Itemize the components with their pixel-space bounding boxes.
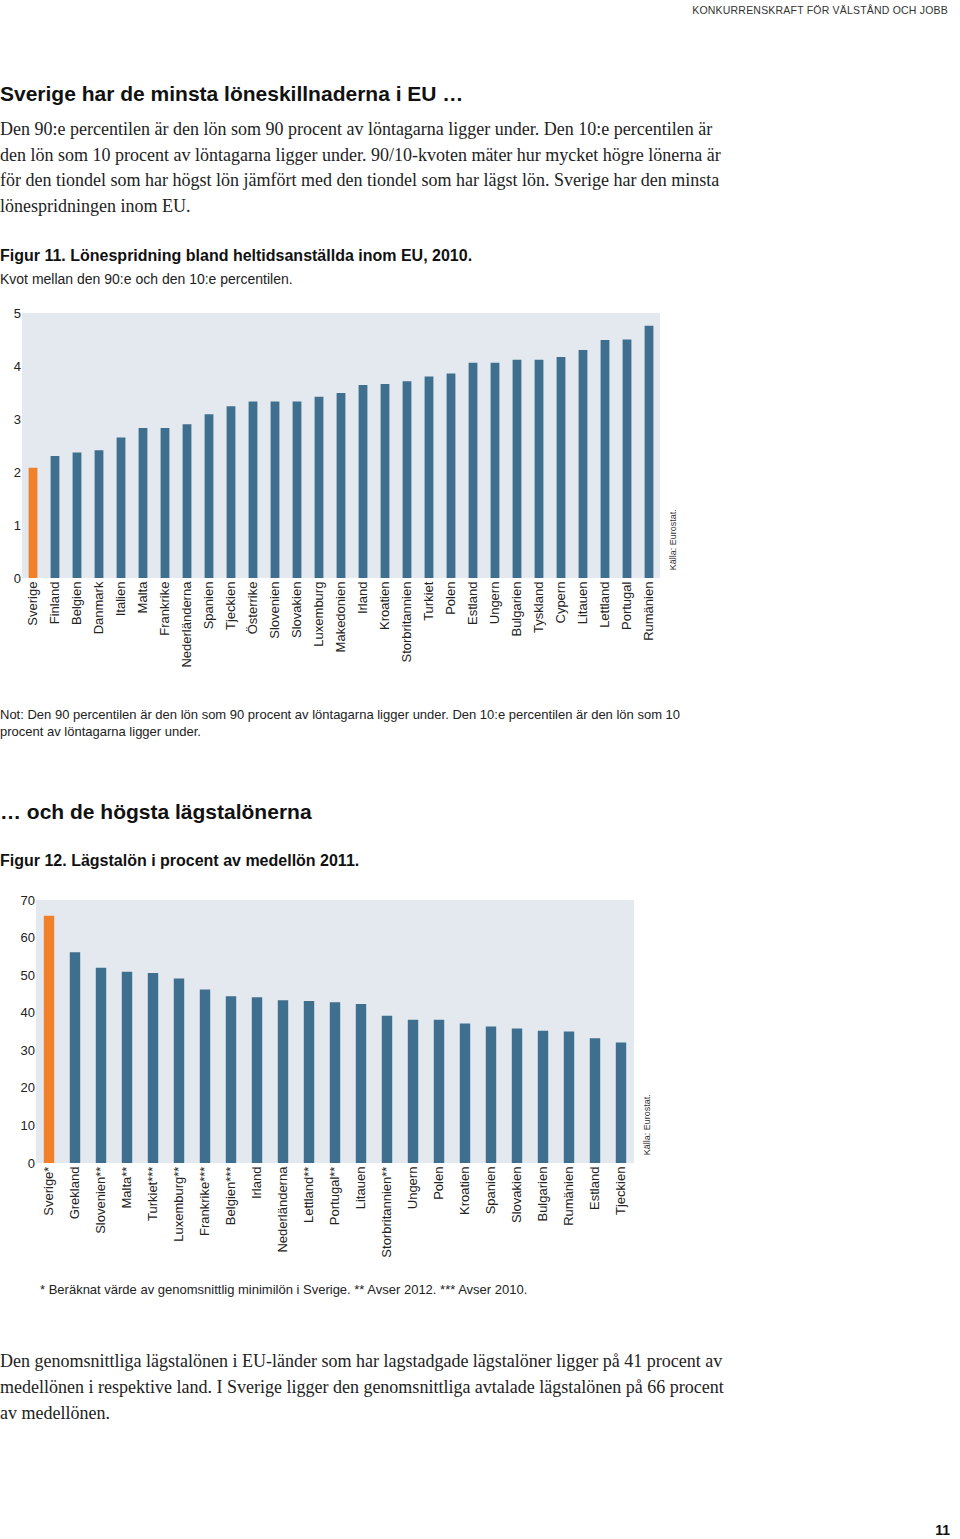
svg-text:Sverige: Sverige	[25, 582, 40, 626]
svg-text:Irland: Irland	[355, 582, 370, 615]
svg-text:Kroatien: Kroatien	[457, 1167, 472, 1215]
svg-text:Ungern: Ungern	[487, 582, 502, 625]
svg-text:Källa: Eurostat.: Källa: Eurostat.	[668, 509, 678, 570]
html-text:… och de högsta lägstalönerna: … och de högsta lägstalönerna	[0, 800, 312, 823]
svg-text:Tyskland: Tyskland	[531, 582, 546, 633]
html-text:Figur 12. Lägstalön i procent: Figur 12. Lägstalön i procent av medellö…	[0, 852, 360, 869]
svg-text:10: 10	[21, 1118, 35, 1133]
html-text:11: 11	[935, 1522, 950, 1538]
svg-text:Bulgarien: Bulgarien	[509, 582, 524, 637]
svg-text:Nederländerna: Nederländerna	[179, 581, 194, 668]
svg-text:Belgien***: Belgien***	[223, 1167, 238, 1226]
svg-text:Litauen: Litauen	[575, 582, 590, 625]
svg-text:60: 60	[21, 930, 35, 945]
svg-text:Portugal: Portugal	[619, 581, 634, 630]
svg-text:3: 3	[14, 412, 21, 427]
html-text:Sverige har de minsta löneskil: Sverige har de minsta löneskillnaderna i…	[0, 82, 464, 105]
svg-text:5: 5	[14, 306, 21, 321]
svg-text:1: 1	[14, 518, 21, 533]
svg-text:Slovakien: Slovakien	[289, 582, 304, 638]
html-text:Den genomsnittliga lägstalönen: Den genomsnittliga lägstalönen i EU-länd…	[0, 1351, 724, 1423]
svg-text:20: 20	[21, 1080, 35, 1095]
svg-text:Polen: Polen	[431, 1167, 446, 1200]
svg-text:Tjeckien: Tjeckien	[223, 582, 238, 630]
svg-text:4: 4	[14, 359, 21, 374]
svg-text:Sverige*: Sverige*	[41, 1167, 56, 1216]
svg-text:Slovenien: Slovenien	[267, 582, 282, 639]
svg-text:Estland: Estland	[587, 1167, 602, 1210]
svg-text:Luxemburg: Luxemburg	[311, 582, 326, 647]
svg-text:Spanien: Spanien	[483, 1167, 498, 1215]
svg-text:Ungern: Ungern	[405, 1167, 420, 1210]
svg-text:Rumänien: Rumänien	[641, 582, 656, 641]
svg-text:Estland: Estland	[465, 582, 480, 625]
svg-text:Finland: Finland	[47, 582, 62, 625]
svg-text:2: 2	[14, 465, 21, 480]
svg-text:Slovenien**: Slovenien**	[93, 1167, 108, 1234]
svg-text:70: 70	[21, 893, 35, 908]
svg-text:Grekland: Grekland	[67, 1167, 82, 1220]
svg-text:Lettland: Lettland	[597, 582, 612, 628]
svg-text:30: 30	[21, 1043, 35, 1058]
svg-text:Tjeckien: Tjeckien	[613, 1167, 628, 1215]
svg-text:Frankrike: Frankrike	[157, 582, 172, 636]
svg-text:Källa: Eurostat.: Källa: Eurostat.	[642, 1094, 652, 1155]
svg-text:Luxemburg**: Luxemburg**	[171, 1167, 186, 1242]
svg-text:Nederländerna: Nederländerna	[275, 1166, 290, 1253]
svg-text:Belgien: Belgien	[69, 582, 84, 625]
html-text:Figur 11. Lönespridning bland: Figur 11. Lönespridning bland heltidsans…	[0, 247, 473, 264]
html-text:Den 90:e percentilen är den lö: Den 90:e percentilen är den lön som 90 p…	[0, 119, 721, 216]
svg-text:Portugal**: Portugal**	[327, 1167, 342, 1226]
svg-text:Danmark: Danmark	[91, 581, 106, 634]
svg-text:Malta**: Malta**	[119, 1167, 134, 1209]
svg-text:Cypern: Cypern	[553, 582, 568, 624]
svg-text:Slovakien: Slovakien	[509, 1167, 524, 1223]
svg-text:Storbritannien**: Storbritannien**	[379, 1167, 394, 1258]
svg-text:Kroatien: Kroatien	[377, 582, 392, 630]
svg-text:Frankrike***: Frankrike***	[197, 1167, 212, 1236]
svg-text:Storbritannien: Storbritannien	[399, 582, 414, 663]
svg-text:40: 40	[21, 1005, 35, 1020]
svg-text:Rumänien: Rumänien	[561, 1167, 576, 1226]
svg-text:Malta: Malta	[135, 581, 150, 614]
svg-text:Polen: Polen	[443, 582, 458, 615]
svg-text:Spanien: Spanien	[201, 582, 216, 630]
svg-text:Makedonien: Makedonien	[333, 582, 348, 653]
html-text:Kvot mellan den 90:e och den 1: Kvot mellan den 90:e och den 10:e percen…	[0, 271, 293, 287]
svg-text:Litauen: Litauen	[353, 1167, 368, 1210]
svg-text:Bulgarien: Bulgarien	[535, 1167, 550, 1222]
html-text:Not: Den 90 percentilen är den: Not: Den 90 percentilen är den lön som 9…	[0, 707, 680, 739]
svg-text:Italien: Italien	[113, 582, 128, 617]
html-text:KONKURRENSKRAFT FÖR VÄLSTÅND O: KONKURRENSKRAFT FÖR VÄLSTÅND OCH JOBB	[692, 4, 948, 16]
svg-text:Turkiet: Turkiet	[421, 581, 436, 621]
svg-text:0: 0	[14, 571, 21, 586]
svg-text:Österrike: Österrike	[245, 582, 260, 635]
svg-text:50: 50	[21, 968, 35, 983]
svg-text:Turkiet***: Turkiet***	[145, 1167, 160, 1221]
svg-text:Lettland**: Lettland**	[301, 1167, 316, 1223]
svg-text:Irland: Irland	[249, 1167, 264, 1200]
html-text:* Beräknat värde av genomsnitt: * Beräknat värde av genomsnittlig minimi…	[40, 1282, 528, 1297]
svg-text:0: 0	[28, 1156, 35, 1171]
